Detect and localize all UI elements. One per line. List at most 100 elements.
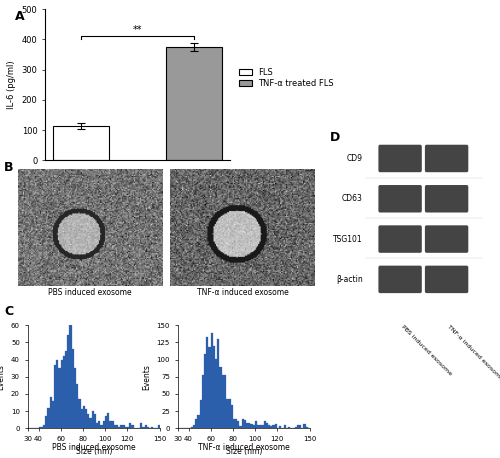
Bar: [264, 421, 266, 428]
Bar: [70, 298, 71, 428]
Bar: [87, 414, 90, 428]
Bar: [272, 425, 274, 428]
Bar: [90, 418, 92, 428]
Bar: [158, 425, 160, 428]
Bar: [257, 425, 259, 428]
Bar: [224, 375, 226, 428]
Bar: [65, 351, 67, 428]
Bar: [56, 360, 58, 428]
Bar: [43, 425, 45, 428]
Bar: [80, 409, 82, 428]
Bar: [105, 416, 107, 428]
Bar: [147, 426, 149, 428]
Bar: [246, 423, 248, 428]
Bar: [52, 401, 54, 428]
Bar: [270, 426, 272, 428]
Bar: [202, 375, 204, 428]
Bar: [206, 337, 208, 428]
Text: CD9: CD9: [347, 154, 363, 163]
Bar: [220, 367, 222, 428]
Bar: [54, 125, 110, 160]
Bar: [109, 421, 112, 428]
Bar: [279, 426, 281, 428]
Bar: [215, 359, 218, 428]
Bar: [45, 416, 48, 428]
Bar: [195, 420, 198, 428]
Bar: [50, 397, 52, 428]
Bar: [94, 414, 96, 428]
Bar: [299, 425, 301, 428]
Bar: [204, 354, 206, 428]
Text: D: D: [330, 131, 340, 143]
FancyBboxPatch shape: [378, 225, 422, 253]
Bar: [142, 426, 144, 428]
FancyBboxPatch shape: [425, 225, 469, 253]
Bar: [48, 408, 50, 428]
Bar: [228, 398, 230, 428]
Bar: [92, 411, 94, 428]
Bar: [144, 425, 147, 428]
Bar: [210, 333, 213, 428]
Bar: [288, 427, 290, 428]
Bar: [297, 425, 299, 428]
Text: PBS induced exosome: PBS induced exosome: [48, 288, 132, 297]
Bar: [230, 405, 232, 428]
Bar: [100, 425, 102, 428]
Bar: [76, 384, 78, 428]
Bar: [127, 426, 129, 428]
Text: C: C: [4, 305, 13, 317]
FancyBboxPatch shape: [378, 145, 422, 172]
Bar: [200, 400, 202, 428]
Text: TSG101: TSG101: [334, 234, 363, 244]
Bar: [166, 47, 222, 160]
Bar: [85, 409, 87, 428]
Bar: [122, 425, 124, 428]
Text: PBS induced exosome: PBS induced exosome: [52, 443, 136, 453]
Bar: [63, 356, 65, 428]
FancyBboxPatch shape: [425, 185, 469, 213]
Text: PBS induced exosome: PBS induced exosome: [400, 324, 452, 376]
Bar: [114, 425, 116, 428]
FancyBboxPatch shape: [425, 266, 469, 293]
Bar: [54, 365, 56, 428]
Bar: [193, 425, 195, 428]
Bar: [118, 426, 120, 428]
X-axis label: Size (nm): Size (nm): [76, 447, 112, 457]
Bar: [252, 425, 255, 428]
Bar: [255, 421, 257, 428]
Bar: [151, 426, 154, 428]
Bar: [41, 426, 43, 428]
Bar: [266, 423, 268, 428]
FancyBboxPatch shape: [378, 266, 422, 293]
Bar: [213, 346, 215, 428]
Text: A: A: [15, 10, 24, 23]
Text: TNF-α induced exosome: TNF-α induced exosome: [196, 288, 288, 297]
Bar: [235, 419, 237, 428]
Text: TNF-α induced exosome: TNF-α induced exosome: [198, 443, 290, 453]
Bar: [259, 425, 262, 428]
Bar: [120, 425, 122, 428]
Bar: [78, 399, 80, 428]
Bar: [208, 347, 210, 428]
Text: B: B: [4, 161, 14, 174]
Bar: [294, 427, 297, 428]
FancyBboxPatch shape: [378, 185, 422, 213]
Text: CD63: CD63: [342, 194, 363, 203]
Text: β-actin: β-actin: [336, 275, 363, 284]
Bar: [274, 424, 277, 428]
FancyBboxPatch shape: [425, 145, 469, 172]
Bar: [124, 426, 127, 428]
Bar: [222, 375, 224, 428]
Y-axis label: IL-6 (pg/ml): IL-6 (pg/ml): [7, 60, 16, 109]
Bar: [237, 421, 240, 428]
Bar: [112, 421, 114, 428]
Bar: [116, 425, 118, 428]
Legend: FLS, TNF-α treated FLS: FLS, TNF-α treated FLS: [239, 68, 334, 88]
Bar: [60, 360, 63, 428]
Bar: [191, 427, 193, 428]
Bar: [96, 423, 98, 428]
Bar: [102, 421, 105, 428]
Bar: [140, 423, 142, 428]
Bar: [268, 425, 270, 428]
X-axis label: Size (nm): Size (nm): [226, 447, 262, 457]
